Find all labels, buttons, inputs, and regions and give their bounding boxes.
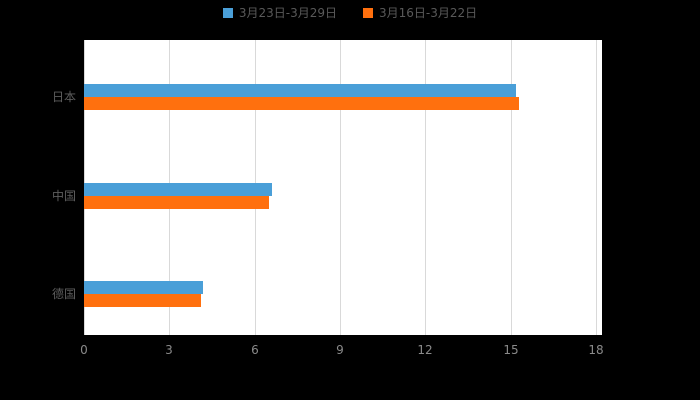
x-tick-label: 6	[251, 343, 259, 357]
legend-label: 3月23日-3月29日	[238, 6, 337, 20]
bar	[84, 294, 201, 307]
x-tick-label: 15	[503, 343, 519, 357]
x-tick-label: 0	[80, 343, 88, 357]
plot-area	[84, 40, 602, 335]
x-tick-label: 9	[336, 343, 344, 357]
legend-label: 3月16日-3月22日	[379, 6, 478, 20]
bar	[84, 281, 203, 294]
gridline	[596, 40, 597, 335]
x-tick-label: 18	[588, 343, 604, 357]
legend-swatch-icon	[363, 8, 373, 18]
legend-item[interactable]: 3月23日-3月29日	[222, 6, 337, 20]
x-tick-label: 3	[165, 343, 173, 357]
category-label: 德国	[51, 287, 76, 301]
gridline	[425, 40, 426, 335]
legend-item[interactable]: 3月16日-3月22日	[363, 6, 477, 20]
legend: 3月23日-3月29日 3月16日-3月22日	[0, 6, 700, 20]
bar	[84, 196, 269, 209]
gridline	[511, 40, 512, 335]
bar	[84, 183, 272, 196]
category-label: 中国	[51, 189, 76, 203]
gridline	[340, 40, 341, 335]
bar	[84, 84, 516, 97]
legend-swatch-icon	[222, 8, 233, 18]
category-label: 日本	[51, 90, 76, 104]
bar	[84, 97, 519, 110]
x-tick-label: 12	[417, 343, 433, 357]
